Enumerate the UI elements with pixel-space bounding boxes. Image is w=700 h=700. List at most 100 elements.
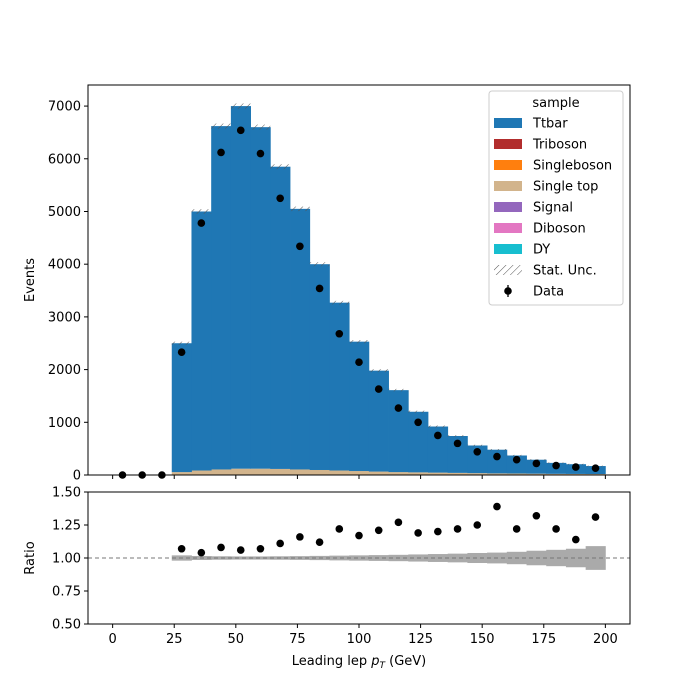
stat-unc-hatch-13 xyxy=(427,425,448,428)
stat-unc-hatch-6 xyxy=(290,206,310,212)
x-tick-label-6: 150 xyxy=(470,632,495,647)
data-point-3 xyxy=(177,348,186,357)
legend-swatch-dy xyxy=(494,244,522,254)
bar-ttbar-12 xyxy=(408,411,429,473)
data-point-8 xyxy=(276,194,284,203)
ratio-point-3 xyxy=(236,546,245,554)
bar-ttbar-11 xyxy=(388,390,409,473)
ratio-x-ticks: 0 25 50 75 100 125 150 175 200 xyxy=(108,624,618,647)
data-point-18 xyxy=(473,448,482,456)
x-axis-label-variable: p xyxy=(370,654,379,669)
x-axis-label: Leading lep pT (GeV) xyxy=(292,654,426,671)
legend-swatch-stat-unc xyxy=(494,265,522,275)
ratio-point-21 xyxy=(591,513,600,521)
ratio-point-10 xyxy=(374,526,383,535)
legend-swatch-triboson xyxy=(494,139,522,149)
bar-single-top-4 xyxy=(250,468,271,475)
x-axis-label-prefix: Leading lep xyxy=(292,654,371,669)
stat-unc-hatch-5 xyxy=(270,164,291,170)
data-point-10 xyxy=(315,284,324,293)
legend-label-single-top: Single top xyxy=(533,180,598,195)
ratio-point-11 xyxy=(394,518,403,527)
stat-unc-hatch-15 xyxy=(467,444,488,447)
stat-unc-hatch-7 xyxy=(309,262,330,267)
ratio-point-20 xyxy=(572,535,580,544)
bar-ttbar-15 xyxy=(467,445,488,474)
ratio-y-ticks: 0.50 0.75 1.00 1.25 1.50 xyxy=(52,486,88,633)
ratio-y-axis-label: Ratio xyxy=(23,541,38,574)
bar-single-top-14 xyxy=(447,472,468,475)
ratio-y-tick-label-0: 0.50 xyxy=(52,618,81,633)
bar-single-top-2 xyxy=(211,469,232,475)
ratio-y-tick-label-1: 0.75 xyxy=(52,585,81,600)
legend-frame xyxy=(488,90,624,306)
ratio-unc-band-8 xyxy=(329,555,350,561)
stat-unc-hatch-8 xyxy=(329,300,350,305)
stat-unc-hatch-1 xyxy=(191,209,212,214)
legend-swatch-signal xyxy=(494,202,522,212)
data-point-15 xyxy=(414,418,422,427)
bar-ttbar-5 xyxy=(270,166,291,469)
legend-data-marker xyxy=(504,287,512,295)
stat-unc-hatch-3 xyxy=(230,103,251,109)
ratio-unc-band-3 xyxy=(230,556,251,560)
data-point-7 xyxy=(256,149,265,158)
ratio-panel: 0.50 0.75 1.00 1.25 1.50 0 25 50 75 100 125 150 175… xyxy=(23,486,631,671)
ratio-point-7 xyxy=(315,538,324,546)
bar-ttbar-4 xyxy=(250,127,271,469)
legend-label-singleboson: Singleboson xyxy=(533,159,612,174)
data-point-24 xyxy=(591,464,600,472)
data-point-21 xyxy=(532,459,541,468)
bar-ttbar-3 xyxy=(230,106,251,469)
ratio-point-19 xyxy=(552,525,560,533)
stat-unc-hatch-14 xyxy=(447,435,468,437)
bar-ttbar-8 xyxy=(329,302,350,471)
ratio-point-17 xyxy=(512,525,521,533)
bar-ttbar-7 xyxy=(309,264,330,470)
data-point-11 xyxy=(335,329,344,338)
legend-label-triboson: Triboson xyxy=(532,138,587,153)
ratio-point-5 xyxy=(276,539,284,548)
stat-unc-hatch-17 xyxy=(506,454,527,457)
main-y-tick-label-4: 4000 xyxy=(48,258,81,273)
x-tick-label-8: 200 xyxy=(593,632,618,647)
main-y-tick-label-6: 6000 xyxy=(48,152,81,167)
bar-single-top-18 xyxy=(526,473,547,475)
ratio-point-2 xyxy=(217,543,225,552)
x-tick-label-4: 100 xyxy=(347,632,372,647)
bar-single-top-12 xyxy=(408,472,429,475)
bar-ttbar-1 xyxy=(191,211,212,471)
bar-single-top-3 xyxy=(230,468,251,475)
x-axis-label-suffix: (GeV) xyxy=(385,654,426,669)
bar-single-top-19 xyxy=(546,473,567,475)
data-point-4 xyxy=(197,219,206,227)
bar-ttbar-6 xyxy=(290,208,311,470)
bar-single-top-5 xyxy=(270,468,291,475)
data-point-12 xyxy=(355,358,363,367)
x-tick-label-5: 125 xyxy=(408,632,433,647)
stat-unc-hatch-16 xyxy=(487,449,507,451)
x-tick-label-0: 0 xyxy=(108,632,116,647)
ratio-point-14 xyxy=(453,525,462,533)
ratio-unc-band-9 xyxy=(349,555,370,561)
data-point-20 xyxy=(512,455,521,464)
legend-entries: Ttbar Triboson Singleboson Single top Signal… xyxy=(494,117,612,300)
bar-single-top-0 xyxy=(171,472,192,475)
bar-single-top-15 xyxy=(467,473,488,475)
legend-label-stat-unc-: Stat. Unc. xyxy=(533,264,597,279)
main-y-tick-label-3: 3000 xyxy=(48,310,81,325)
ratio-point-18 xyxy=(532,511,541,520)
data-point-22 xyxy=(552,461,560,470)
stat-unc-hatch-0 xyxy=(171,341,192,345)
ratio-y-tick-label-4: 1.50 xyxy=(52,486,81,501)
legend-label-signal: Signal xyxy=(533,201,573,216)
data-point-9 xyxy=(296,242,304,251)
ratio-y-tick-label-2: 1.00 xyxy=(52,552,81,567)
bar-single-top-8 xyxy=(329,470,350,475)
ratio-point-6 xyxy=(296,533,304,541)
legend-label-dy: DY xyxy=(533,243,550,258)
legend-swatch-ttbar xyxy=(494,118,522,128)
legend-swatch-singleboson xyxy=(494,160,522,170)
legend-label-ttbar: Ttbar xyxy=(532,117,568,132)
data-point-14 xyxy=(394,404,403,412)
